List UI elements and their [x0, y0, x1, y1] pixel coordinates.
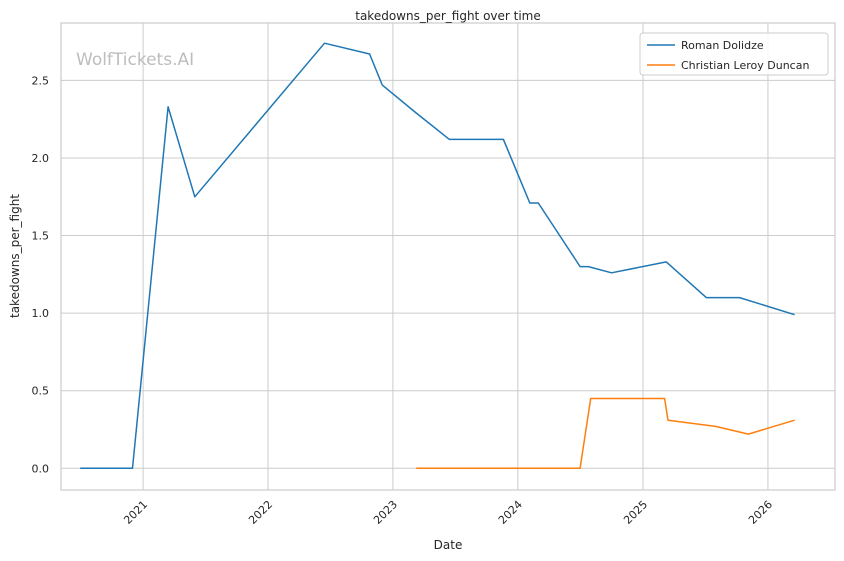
- y-tick-label: 1.0: [32, 307, 50, 320]
- legend: Roman Dolidze Christian Leroy Duncan: [639, 32, 829, 76]
- y-tick-label: 2.0: [32, 152, 50, 165]
- legend-box: [639, 32, 829, 76]
- y-axis-label: takedowns_per_fight: [8, 194, 22, 318]
- y-tick-label: 0.5: [32, 385, 50, 398]
- grid: [61, 23, 835, 490]
- y-tick-label: 1.5: [32, 230, 50, 243]
- series-line-2: [416, 397, 795, 470]
- series-line-1: [80, 42, 795, 470]
- series-lines: [80, 42, 795, 470]
- chart-title: takedowns_per_fight over time: [355, 9, 541, 23]
- y-tick-label: 0.0: [32, 462, 50, 475]
- watermark: WolfTickets.AI: [76, 50, 194, 70]
- y-tick-label: 2.5: [32, 74, 50, 87]
- x-axis-label: Date: [434, 538, 463, 552]
- legend-label: Roman Dolidze: [681, 39, 764, 52]
- plot-frame: [60, 22, 836, 491]
- legend-label: Christian Leroy Duncan: [681, 59, 809, 72]
